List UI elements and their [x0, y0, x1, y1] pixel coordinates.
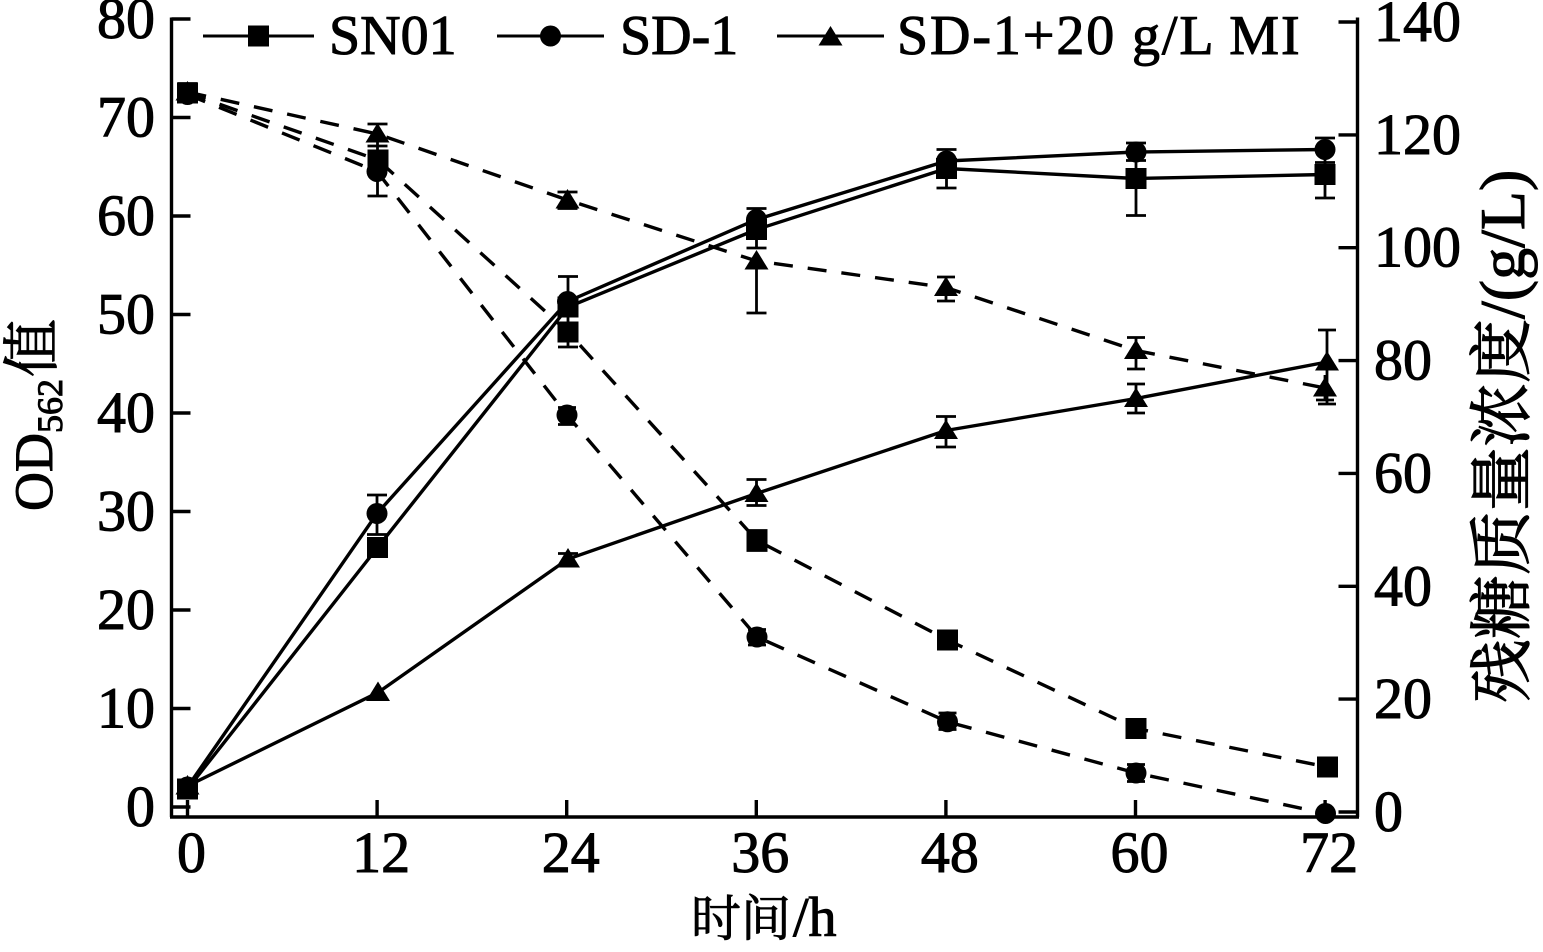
svg-text:80: 80: [97, 0, 155, 51]
svg-text:30: 30: [97, 479, 155, 544]
svg-text:24: 24: [542, 820, 600, 885]
svg-text:100: 100: [1374, 215, 1461, 280]
svg-text:12: 12: [352, 820, 410, 885]
svg-text:40: 40: [97, 380, 155, 445]
svg-text:60: 60: [97, 183, 155, 248]
svg-text:120: 120: [1374, 102, 1461, 167]
svg-text:/h: /h: [793, 887, 837, 949]
svg-text:48: 48: [921, 820, 979, 885]
svg-text:0: 0: [1374, 779, 1403, 844]
svg-text:0: 0: [177, 820, 206, 885]
svg-text:20: 20: [1374, 666, 1432, 731]
svg-text:/(g/L): /(g/L): [1467, 170, 1538, 319]
svg-text:80: 80: [1374, 328, 1432, 393]
svg-text:36: 36: [731, 820, 789, 885]
svg-text:70: 70: [97, 85, 155, 150]
svg-text:60: 60: [1374, 440, 1432, 505]
svg-text:50: 50: [97, 282, 155, 347]
svg-text:0: 0: [126, 774, 155, 839]
svg-text:60: 60: [1111, 820, 1169, 885]
svg-text:SN01: SN01: [329, 5, 457, 67]
svg-text:140: 140: [1374, 0, 1461, 54]
svg-text:SD-1: SD-1: [620, 5, 738, 67]
svg-text:SD-1+20 g/L MI: SD-1+20 g/L MI: [897, 5, 1302, 67]
svg-text:72: 72: [1300, 820, 1358, 885]
svg-text:40: 40: [1374, 553, 1432, 618]
svg-text:10: 10: [97, 676, 155, 741]
svg-text:20: 20: [97, 577, 155, 642]
